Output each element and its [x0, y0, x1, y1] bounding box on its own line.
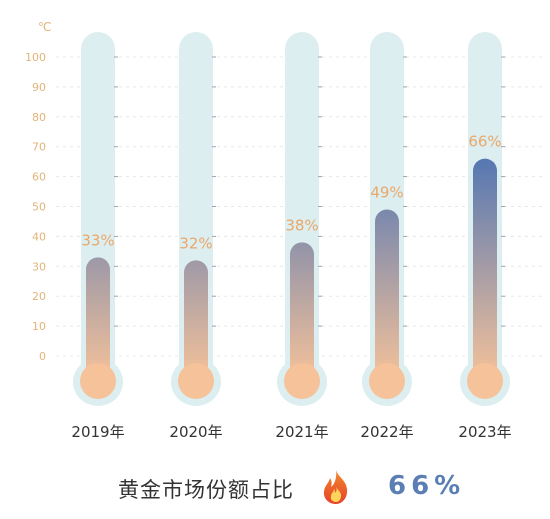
data-label: 33% — [81, 231, 114, 249]
y-tick-label: 80 — [32, 111, 46, 124]
y-tick-label: 100 — [25, 51, 46, 64]
y-tick-label: 50 — [32, 201, 46, 214]
category-label: 2023年 — [458, 423, 511, 441]
y-tick-label: 10 — [32, 320, 46, 333]
y-tick-label: 90 — [32, 81, 46, 94]
thermometer-bulb — [369, 363, 405, 399]
thermometer-bulb — [284, 363, 320, 399]
y-tick-label: 20 — [32, 290, 46, 303]
data-label: 49% — [370, 183, 403, 201]
category-label: 2022年 — [360, 423, 413, 441]
category-label: 2019年 — [71, 423, 124, 441]
category-label: 2020年 — [169, 423, 222, 441]
data-label: 32% — [179, 234, 212, 252]
thermometer-fill-bar — [184, 260, 208, 381]
footer-summary: 黄金市场份额占比 66% — [0, 462, 550, 512]
chart-canvas: ℃ 0 10 20 30 40 50 60 70 80 90 100 33% 2019年 32% 2020年 3… — [25, 20, 545, 441]
y-tick-label: 30 — [32, 260, 46, 273]
thermometer-bulb — [467, 363, 503, 399]
data-label: 38% — [285, 216, 318, 234]
data-label: 66% — [468, 133, 501, 151]
y-tick-label: 70 — [32, 141, 46, 154]
thermometer-bulb — [80, 363, 116, 399]
footer-label: 黄金市场份额占比 — [118, 478, 294, 502]
thermometer-fill-bar — [473, 158, 497, 381]
y-tick-label: 60 — [32, 171, 46, 184]
footer-value: 66% — [388, 471, 466, 501]
thermometer-fill-bar — [375, 209, 399, 381]
y-tick-label: 40 — [32, 230, 46, 243]
y-tick-label: 0 — [39, 350, 46, 363]
thermometer-bulb — [178, 363, 214, 399]
thermometer-fill-bar — [290, 242, 314, 381]
thermometer-fill-bar — [86, 257, 110, 381]
category-label: 2021年 — [275, 423, 328, 441]
flame-icon — [323, 470, 348, 504]
y-axis-unit-label: ℃ — [38, 20, 51, 34]
